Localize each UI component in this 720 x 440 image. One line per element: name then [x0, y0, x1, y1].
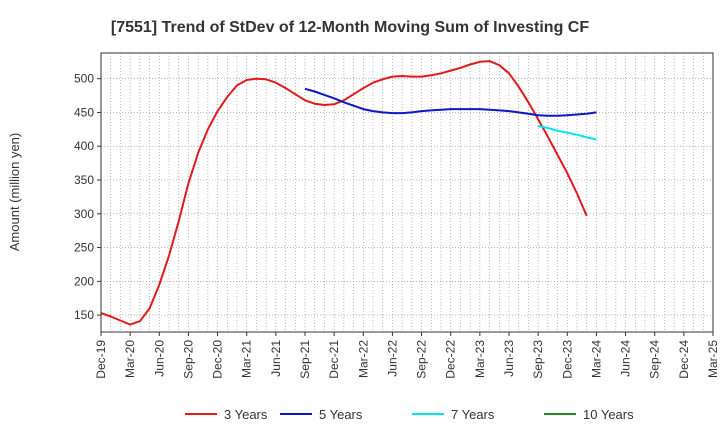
y-tick-label: 250	[74, 241, 94, 255]
x-tick-label: Mar-21	[240, 340, 254, 378]
legend-item: 10 Years	[544, 407, 634, 422]
chart-title: [7551] Trend of StDev of 12-Month Moving…	[111, 19, 589, 36]
x-tick-label: Sep-23	[531, 340, 545, 379]
legend-item: 7 Years	[412, 407, 495, 422]
y-axis-label: Amount (million yen)	[7, 133, 22, 252]
x-tick-label: Dec-22	[444, 340, 458, 379]
legend-label: 5 Years	[319, 407, 363, 422]
x-tick-label: Sep-21	[298, 340, 312, 379]
x-tick-label: Dec-20	[211, 340, 225, 379]
legend-label: 3 Years	[224, 407, 268, 422]
x-tick-label: Jun-23	[502, 340, 516, 377]
y-tick-label: 350	[74, 173, 94, 187]
plot-frame	[100, 52, 714, 333]
x-tick-label: Mar-24	[589, 340, 603, 378]
series-line-2	[304, 87, 597, 117]
x-tick-label: Sep-20	[181, 340, 195, 379]
legend-label: 10 Years	[583, 407, 634, 422]
x-tick-label: Dec-21	[327, 340, 341, 379]
series-line-3	[537, 125, 597, 141]
legend-label: 7 Years	[451, 407, 495, 422]
x-axis: Dec-19 Mar-20 Jun-20 Sep-20 Dec-20 Mar-21 Jun-…	[94, 332, 720, 379]
x-tick-label: Dec-19	[94, 340, 108, 379]
x-tick-label: Mar-25	[706, 340, 720, 378]
x-tick-label: Mar-20	[123, 340, 137, 378]
legend-item: 5 Years	[280, 407, 363, 422]
series-lines	[100, 60, 597, 326]
series-line-1	[100, 60, 588, 326]
y-tick-label: 200	[74, 274, 94, 288]
y-tick-label: 150	[74, 308, 94, 322]
x-tick-label: Mar-23	[473, 340, 487, 378]
x-tick-label: Dec-24	[677, 340, 691, 379]
x-tick-label: Sep-24	[648, 340, 662, 379]
y-axis: 150 200 250 300 350 400 450 500	[74, 72, 101, 322]
legend-item: 3 Years	[185, 407, 268, 422]
x-tick-label: Dec-23	[560, 340, 574, 379]
x-tick-label: Sep-22	[415, 340, 429, 379]
legend: 3 Years 5 Years 7 Years 10 Years	[185, 407, 634, 422]
y-tick-label: 300	[74, 207, 94, 221]
x-tick-label: Jun-24	[619, 340, 633, 377]
y-tick-label: 450	[74, 105, 94, 119]
x-tick-label: Jun-21	[269, 340, 283, 377]
grid	[100, 53, 714, 332]
x-tick-label: Mar-22	[356, 340, 370, 378]
x-tick-label: Jun-20	[152, 340, 166, 377]
x-tick-label: Jun-22	[385, 340, 399, 377]
y-tick-label: 400	[74, 139, 94, 153]
y-tick-label: 500	[74, 72, 94, 86]
